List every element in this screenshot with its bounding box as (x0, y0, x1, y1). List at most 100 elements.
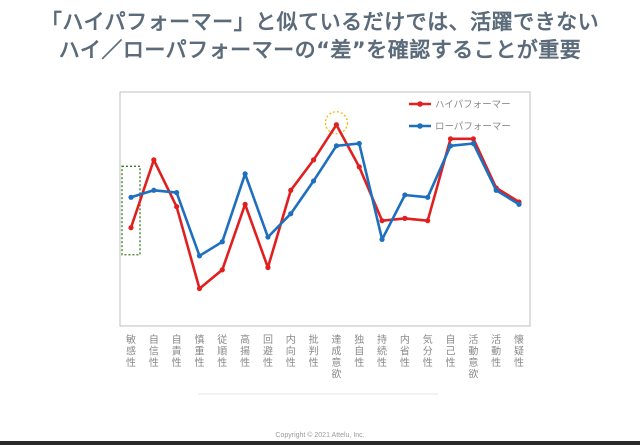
x-tick-char: 持 (377, 333, 387, 346)
x-tick-char: 批 (309, 333, 319, 346)
x-tick-char: 性 (286, 356, 296, 369)
point-1-0 (128, 194, 134, 200)
x-tick-char: 独 (354, 333, 364, 346)
x-tick-label-2: 自責性 (172, 333, 182, 369)
x-tick-char: 気 (423, 333, 433, 346)
x-tick-char: 感 (126, 345, 136, 358)
x-tick-char: 欲 (331, 368, 341, 381)
title-line-2: ハイ／ローパフォーマーの“差”を確認することが重要 (58, 38, 582, 62)
x-tick-label-4: 従順性 (217, 333, 227, 369)
x-tick-char: 性 (240, 356, 250, 369)
legend-marker-1 (417, 123, 423, 129)
x-tick-label-10: 独自性 (354, 333, 364, 369)
point-1-11 (379, 236, 385, 243)
point-0-5 (242, 201, 248, 207)
x-tick-char: 性 (263, 356, 273, 369)
x-tick-label-5: 高揚性 (240, 333, 250, 369)
x-tick-char: 揚 (240, 345, 250, 358)
x-tick-char: 性 (514, 356, 524, 369)
point-1-14 (447, 143, 454, 149)
point-0-3 (196, 285, 203, 292)
point-0-14 (447, 136, 454, 142)
point-1-17 (516, 201, 522, 207)
point-0-11 (379, 218, 385, 224)
x-tick-char: 欲 (468, 368, 478, 381)
x-tick-char: 自 (446, 333, 456, 346)
point-0-4 (219, 267, 225, 273)
legend-label-0: ハイパフォーマー (435, 100, 511, 111)
point-0-7 (288, 187, 294, 193)
point-1-12 (402, 192, 408, 198)
x-tick-char: 重 (194, 345, 204, 358)
x-tick-label-13: 気分性 (423, 333, 433, 369)
x-tick-char: 慎 (194, 333, 204, 346)
x-tick-label-14: 自己性 (446, 333, 456, 369)
point-1-2 (174, 190, 180, 196)
x-tick-char: 敏 (126, 333, 136, 346)
x-tick-label-3: 慎重性 (194, 333, 204, 369)
point-1-4 (219, 239, 225, 245)
x-tick-char: 内 (400, 333, 410, 346)
footer-bar (0, 441, 640, 445)
point-0-10 (356, 164, 362, 170)
x-tick-char: 性 (354, 356, 364, 369)
point-1-15 (470, 140, 476, 147)
x-tick-label-1: 自信性 (149, 333, 159, 369)
x-tick-char: 自 (172, 333, 182, 346)
x-tick-label-8: 批判性 (309, 333, 319, 369)
x-tick-char: 省 (400, 345, 410, 358)
x-tick-char: 自 (149, 333, 159, 346)
x-tick-char: 責 (172, 345, 182, 358)
point-0-6 (265, 264, 271, 271)
x-tick-char: 性 (446, 356, 456, 369)
point-1-9 (333, 143, 340, 149)
x-tick-char: 己 (446, 347, 456, 358)
x-tick-char: 性 (149, 356, 159, 369)
x-tick-char: 動 (491, 345, 501, 358)
x-tick-char: 意 (331, 356, 341, 369)
point-0-1 (151, 157, 157, 163)
x-tick-char: 性 (377, 356, 387, 369)
x-tick-char: 性 (217, 356, 227, 369)
point-0-15 (470, 136, 476, 142)
point-0-8 (310, 157, 317, 163)
x-tick-char: 活 (491, 334, 501, 346)
point-1-7 (288, 211, 294, 217)
highlights-group (121, 111, 349, 256)
highlight-circle-達成意欲 (324, 111, 349, 135)
x-tick-char: 従 (217, 333, 227, 346)
point-0-13 (425, 218, 431, 224)
x-tick-char: 達 (331, 334, 341, 346)
x-tick-label-7: 内向性 (286, 333, 296, 369)
x-tick-char: 性 (309, 356, 319, 369)
point-0-9 (333, 122, 340, 128)
x-tick-char: 意 (468, 356, 478, 369)
x-tick-char: 分 (423, 346, 433, 358)
plot-frame (119, 91, 531, 327)
x-tick-char: 高 (240, 333, 250, 346)
x-tick-char: 性 (172, 356, 182, 369)
x-tick-char: 性 (126, 356, 136, 369)
point-1-6 (265, 234, 271, 240)
series-line-1 (130, 142, 520, 258)
point-0-0 (128, 225, 134, 231)
x-tick-labels: 敏感性自信性自責性慎重性従順性高揚性回避性内向性批判性達成意欲独自性持続性内省性… (126, 333, 524, 381)
x-tick-char: 成 (331, 346, 341, 358)
x-tick-char: 性 (423, 356, 433, 369)
x-tick-char: 自 (354, 345, 364, 358)
series-layer (128, 122, 522, 292)
highlight-box-敏感性 (121, 165, 141, 256)
legend-marker-0 (417, 101, 423, 107)
point-1-13 (425, 194, 431, 200)
x-tick-label-6: 回避性 (263, 334, 273, 369)
point-0-12 (402, 215, 408, 221)
x-tick-char: 信 (149, 346, 159, 358)
series-line-0 (129, 123, 520, 290)
x-tick-char: 順 (217, 346, 227, 358)
point-1-10 (356, 140, 362, 147)
copyright-text: Copyright © 2021 Attelu, Inc. (275, 432, 365, 439)
x-tick-char: 性 (400, 356, 410, 369)
